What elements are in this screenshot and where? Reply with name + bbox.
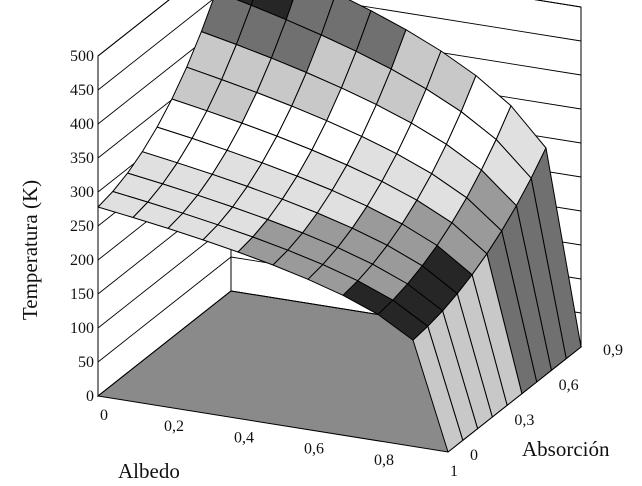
z-tick-label: 350 <box>70 150 94 167</box>
z-tick-label: 250 <box>70 218 94 235</box>
x-tick-label: 0 <box>100 407 108 424</box>
x-tick-label: 0,2 <box>164 418 184 435</box>
z-axis-title: Temperatura (K) <box>18 180 42 320</box>
z-tick-label: 500 <box>70 48 94 65</box>
gridline <box>97 0 582 91</box>
x-axis-title: Albedo <box>118 459 180 483</box>
x-tick-label: 0,8 <box>374 452 394 469</box>
surface-cell <box>412 325 464 453</box>
z-tick-label: 300 <box>70 184 94 201</box>
z-tick-label: 200 <box>70 252 94 269</box>
y-tick-label: 0,9 <box>603 342 623 359</box>
gridline <box>97 0 582 57</box>
z-tick-label: 450 <box>70 82 94 99</box>
y-tick-label: 0 <box>470 447 478 464</box>
surface-mesh <box>97 0 582 453</box>
z-tick-label: 400 <box>70 116 94 133</box>
y-tick-label: 0,6 <box>559 377 579 394</box>
z-tick-label: 50 <box>78 354 94 371</box>
z-tick-label: 0 <box>86 388 94 405</box>
axis-ticks: 0 50 100 150 200 250 300 350 400 450 500 0 0,2 0,4 0,6… <box>70 48 623 480</box>
z-tick-label: 150 <box>70 286 94 303</box>
y-axis-title: Absorción <box>522 437 610 461</box>
x-tick-label: 0,4 <box>234 429 254 446</box>
y-tick-label: 0,3 <box>514 412 534 429</box>
z-tick-label: 100 <box>70 320 94 337</box>
x-tick-label: 0,6 <box>304 441 324 458</box>
x-tick-label: 1 <box>450 463 458 480</box>
